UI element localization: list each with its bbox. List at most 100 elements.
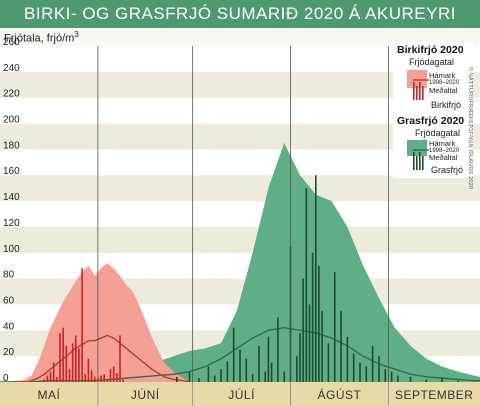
grass-bar-18 [296,356,298,382]
birch-bar-11 [78,348,80,382]
y-tick-label-5: 100 [3,244,20,255]
birch-bar-14 [87,358,90,382]
month-label-2: JÚLÍ [228,387,255,402]
grass-bar-42 [457,380,459,382]
grass-bar-1 [188,371,191,382]
legend-birch-max: Hámark [429,71,456,80]
grass-bar-37 [390,371,393,382]
grass-bar-40 [425,379,428,382]
birch-bar-4 [56,376,58,382]
legend-birch-mean: Meðaltal [429,86,458,95]
grass-bar-13 [267,336,270,382]
chart-title: BIRKI- OG GRASFRJÓ SUMARIÐ 2020 Á AKUREY… [24,4,456,23]
birch-bar-7 [65,345,68,382]
grid-band [0,175,480,202]
month-label-3: ÁGÚST [318,387,362,402]
birch-bar-2 [49,371,52,382]
grass-bar-11 [258,345,260,382]
legend-birch-title: Birkifrjó 2020 [397,44,464,56]
grass-bar-0 [176,376,178,382]
y-tick-label-10: 200 [3,115,20,126]
grass-bar-16 [283,371,286,382]
grass-bar-29 [340,310,342,382]
legend-birch-pollen-count: Frjódagatal [409,57,455,67]
grid-band [0,226,480,253]
grass-bar-32 [359,362,361,382]
y-tick-label-7: 140 [3,192,20,203]
legend-grass-period: 1998–2020 [429,148,460,154]
birch-bar-13 [84,374,87,382]
legend-grass-bar: Grasfrjó [431,165,464,175]
grass-bar-19 [299,332,301,382]
birch-bar-24 [119,335,121,382]
legend-grass-mean: Meðaltal [429,153,458,162]
y-tick-label-8: 160 [3,166,20,177]
y-tick-label-6: 120 [3,218,20,229]
grass-bar-12 [264,371,267,382]
grass-bar-14 [270,362,273,382]
grass-bar-25 [318,265,320,382]
month-label-4: SEPTEMBER [395,388,474,402]
grid-band [0,252,480,279]
grass-bar-9 [245,358,248,382]
grass-bar-23 [311,252,314,382]
grass-bar-27 [327,343,330,382]
birch-bar-16 [93,376,96,382]
grass-bar-24 [314,175,317,382]
y-tick-label-13: 260 [3,37,20,48]
grass-bar-4 [213,375,216,382]
birch-bar-0 [43,379,46,382]
grass-bar-6 [226,361,229,382]
legend: Birkifrjó 2020 Frjódagatal Hámark 1998–2… [393,42,473,178]
birch-bar-10 [74,335,77,382]
grass-bar-20 [302,278,304,382]
grid-band [0,201,480,227]
y-tick-label-1: 20 [3,347,15,358]
y-axis-label: Frjótala, frjó/m3 [4,30,79,45]
birch-bar-3 [52,362,55,382]
grass-bar-5 [220,369,222,382]
birch-bar-12 [81,268,83,382]
birch-bar-21 [109,369,112,382]
birch-bar-1 [46,375,49,382]
birch-bar-9 [71,343,74,382]
birch-bar-18 [100,375,102,382]
birch-bar-23 [116,372,118,382]
y-tick-label-11: 220 [3,89,20,100]
credit-text: © NÁTTÚRUFRÆÐISTOFNUN ÍSLANDS 2020 [467,66,473,190]
grass-bar-8 [239,349,241,382]
legend-grass-max: Hámark [429,139,456,148]
birch-bar-25 [122,379,124,382]
birch-bar-19 [103,374,106,382]
grass-bar-41 [441,378,443,382]
grass-bar-31 [352,353,355,382]
legend-birch-period: 1998–2020 [429,80,460,86]
month-axis-band [0,382,480,406]
grass-bar-15 [277,317,279,382]
legend-grass-title: Grasfrjó 2020 [397,115,465,127]
y-tick-label-4: 80 [3,270,15,281]
grass-bar-35 [378,356,380,382]
y-tick-label-9: 180 [3,140,20,151]
grass-bar-26 [321,310,323,382]
y-tick-label-3: 60 [3,295,15,306]
grass-bar-34 [371,345,374,382]
y-tick-label-12: 240 [3,63,20,74]
grass-bar-28 [333,272,336,382]
grass-max-area [0,142,480,382]
title-bar [0,0,480,28]
grass-bar-38 [397,375,399,382]
grass-bar-2 [198,378,200,382]
birch-bar-6 [62,327,64,382]
birch-bar-20 [106,379,109,382]
grass-bar-3 [207,366,210,382]
month-label-0: MAÍ [38,387,61,402]
grass-bar-10 [251,374,254,382]
y-tick-label-2: 40 [3,321,15,332]
grass-bar-30 [346,336,349,382]
grass-bar-7 [232,327,235,382]
birch-bar-5 [59,332,61,382]
birch-bar-22 [112,366,115,382]
